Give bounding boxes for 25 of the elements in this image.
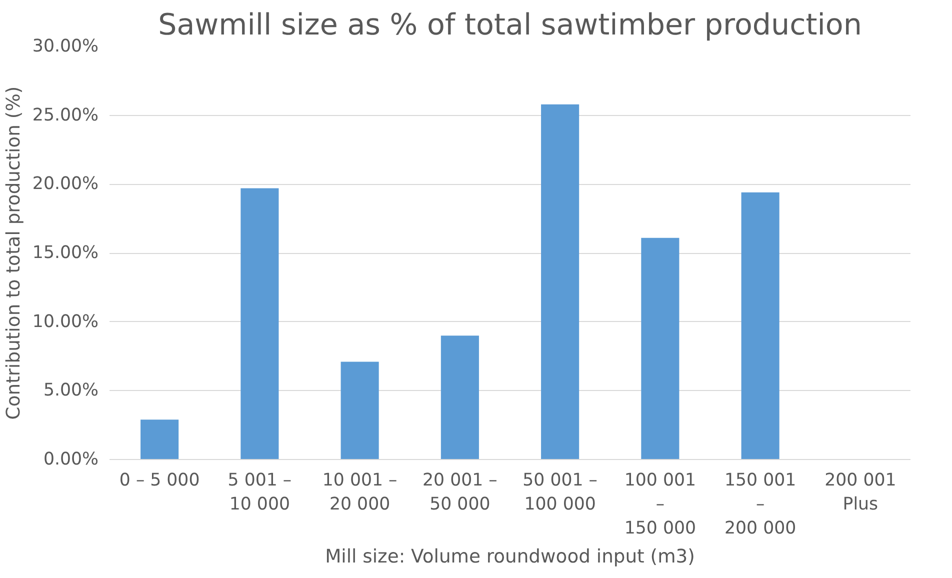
bar bbox=[140, 420, 179, 460]
y-tick-label: 15.00% bbox=[32, 243, 99, 263]
x-axis-title: Mill size: Volume roundwood input (m3) bbox=[325, 546, 695, 568]
bar bbox=[340, 362, 379, 460]
y-tick-label: 0.00% bbox=[43, 450, 99, 470]
bar bbox=[240, 188, 279, 460]
bar bbox=[641, 238, 680, 460]
x-tick-label: 0 – 5 000 bbox=[119, 470, 200, 490]
y-tick-label: 10.00% bbox=[32, 312, 99, 332]
bar bbox=[440, 336, 479, 460]
x-tick-label: 150 001 – 200 000 bbox=[724, 470, 796, 538]
y-tick-label: 30.00% bbox=[32, 36, 99, 56]
bar bbox=[741, 192, 780, 460]
x-tick-label: 50 001 – 100 000 bbox=[522, 470, 598, 514]
x-tick-label: 5 001 – 10 000 bbox=[228, 470, 292, 514]
x-tick-label: 20 001 – 50 000 bbox=[422, 470, 498, 514]
y-axis-title: Contribution to total production (%) bbox=[3, 86, 24, 420]
x-tick-label: 200 001 Plus bbox=[824, 470, 896, 514]
y-tick-label: 25.00% bbox=[32, 105, 99, 126]
y-tick-label: 20.00% bbox=[32, 174, 99, 194]
x-tick-label: 10 001 – 20 000 bbox=[322, 470, 398, 514]
chart-title: Sawmill size as % of total sawtimber production bbox=[158, 8, 862, 42]
x-tick-label: 100 001 – 150 000 bbox=[624, 470, 696, 538]
y-tick-label: 5.00% bbox=[43, 380, 99, 401]
bar bbox=[541, 104, 580, 460]
